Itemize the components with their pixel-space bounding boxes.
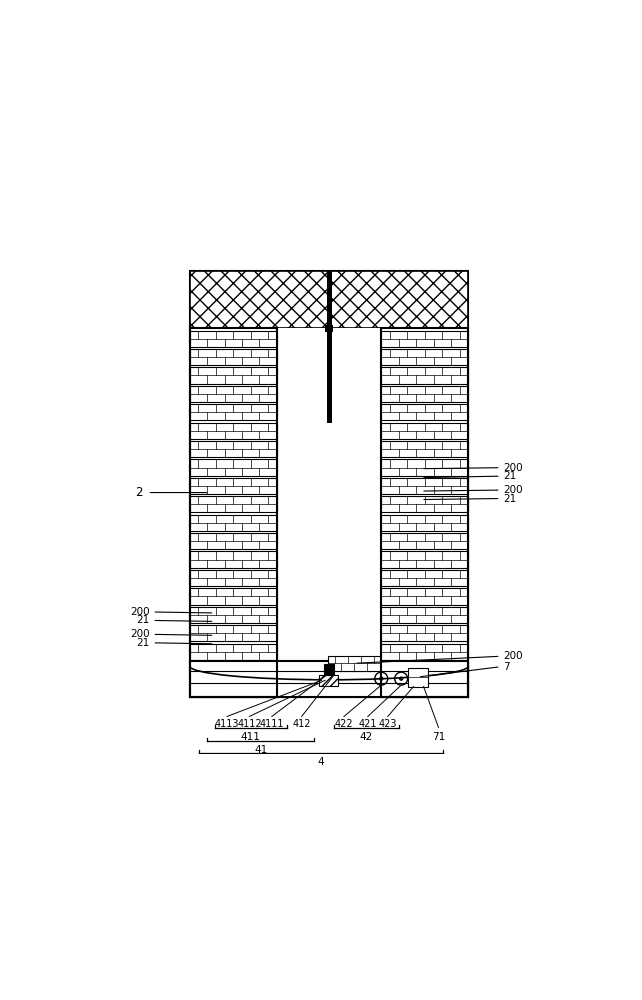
Bar — [324, 664, 334, 675]
Bar — [381, 662, 469, 678]
Text: 200: 200 — [503, 485, 523, 495]
Bar — [408, 668, 428, 687]
Bar — [190, 644, 277, 660]
Bar — [190, 533, 277, 549]
Bar — [190, 328, 277, 697]
Bar — [190, 331, 277, 347]
Bar — [190, 349, 277, 365]
Text: 4111: 4111 — [259, 719, 284, 729]
Text: 4112: 4112 — [237, 719, 262, 729]
Bar — [190, 386, 277, 402]
Bar — [381, 533, 469, 549]
Text: 4113: 4113 — [215, 719, 239, 729]
Bar — [381, 644, 469, 660]
Bar — [190, 367, 277, 384]
Bar — [381, 459, 469, 476]
Bar — [190, 680, 277, 697]
Circle shape — [380, 677, 383, 680]
Bar — [381, 570, 469, 586]
Bar — [381, 328, 469, 697]
Text: 42: 42 — [360, 732, 373, 742]
Text: 200: 200 — [503, 651, 523, 661]
Bar — [277, 328, 381, 697]
Bar — [190, 271, 469, 328]
Bar — [190, 404, 277, 420]
Text: 21: 21 — [137, 638, 150, 648]
Bar — [381, 349, 469, 365]
Text: 4: 4 — [318, 757, 324, 767]
Text: 2: 2 — [135, 486, 143, 499]
Text: 422: 422 — [334, 719, 353, 729]
Text: 200: 200 — [130, 607, 150, 617]
Bar — [327, 271, 331, 423]
Bar — [190, 570, 277, 586]
Bar — [381, 441, 469, 457]
Circle shape — [400, 677, 403, 680]
Text: 421: 421 — [359, 719, 377, 729]
Bar — [190, 625, 277, 641]
Bar — [381, 588, 469, 605]
Text: 71: 71 — [432, 732, 445, 742]
Text: 423: 423 — [379, 719, 397, 729]
Bar — [190, 478, 277, 494]
Text: 21: 21 — [137, 615, 150, 625]
Text: 21: 21 — [503, 471, 516, 481]
Text: 21: 21 — [503, 494, 516, 504]
Bar — [190, 271, 469, 697]
Bar — [381, 331, 469, 347]
Bar — [190, 607, 277, 623]
Bar — [328, 656, 380, 671]
Bar — [319, 675, 338, 686]
Bar — [190, 441, 277, 457]
Text: 411: 411 — [241, 732, 261, 742]
Bar — [381, 404, 469, 420]
Bar — [381, 367, 469, 384]
Text: 41: 41 — [254, 745, 267, 755]
Bar — [381, 551, 469, 568]
Bar — [190, 551, 277, 568]
Text: 200: 200 — [130, 629, 150, 639]
Bar — [190, 496, 277, 512]
Bar — [190, 423, 277, 439]
Bar — [190, 459, 277, 476]
Bar — [381, 607, 469, 623]
Bar — [190, 662, 277, 678]
Bar — [190, 661, 469, 697]
Bar — [381, 680, 469, 697]
Bar — [381, 496, 469, 512]
Bar — [190, 515, 277, 531]
Bar — [325, 325, 333, 332]
Text: 412: 412 — [292, 719, 311, 729]
Bar — [381, 423, 469, 439]
Text: 200: 200 — [503, 463, 523, 473]
Bar — [381, 625, 469, 641]
Bar — [190, 588, 277, 605]
Text: 7: 7 — [503, 662, 510, 672]
Bar — [381, 515, 469, 531]
Bar — [381, 478, 469, 494]
Bar — [381, 386, 469, 402]
